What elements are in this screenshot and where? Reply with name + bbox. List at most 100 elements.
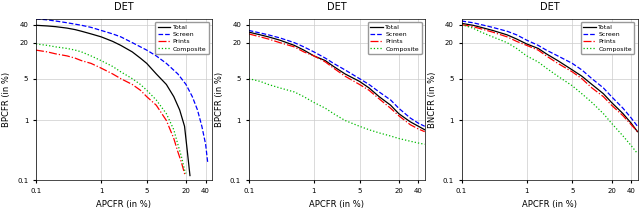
- Total: [180, 125, 188, 127]
- Prints: [136, 89, 144, 92]
- Total: [129, 51, 136, 53]
- Y-axis label: BPCFR (in %): BPCFR (in %): [215, 72, 224, 127]
- Screen: [143, 49, 150, 51]
- Total: [395, 112, 403, 115]
- Composite: [568, 85, 576, 87]
- Composite: [291, 91, 298, 93]
- X-axis label: APCFR (in %): APCFR (in %): [522, 199, 577, 208]
- Screen: [489, 26, 497, 29]
- Line: Composite: Composite: [461, 25, 637, 154]
- Total: [32, 24, 40, 27]
- Prints: [52, 53, 60, 55]
- Composite: [600, 112, 607, 115]
- Screen: [619, 107, 627, 110]
- Prints: [182, 174, 190, 177]
- Composite: [554, 75, 562, 77]
- Screen: [421, 125, 429, 127]
- Prints: [578, 77, 586, 80]
- Prints: [503, 36, 511, 38]
- Screen: [469, 22, 477, 24]
- Screen: [77, 24, 85, 27]
- Prints: [276, 41, 284, 44]
- Total: [87, 33, 95, 35]
- Composite: [163, 112, 170, 115]
- Prints: [375, 97, 383, 100]
- Composite: [300, 95, 308, 98]
- Title: DET: DET: [327, 3, 346, 12]
- Composite: [406, 140, 414, 142]
- Prints: [44, 51, 51, 53]
- Composite: [97, 59, 105, 62]
- Prints: [387, 107, 394, 110]
- Screen: [387, 99, 394, 101]
- Y-axis label: BPCFR (in %): BPCFR (in %): [3, 72, 12, 127]
- Prints: [32, 49, 40, 51]
- Composite: [152, 99, 160, 101]
- Total: [109, 40, 116, 43]
- Prints: [174, 150, 182, 153]
- Screen: [330, 62, 337, 65]
- Prints: [264, 38, 272, 40]
- Composite: [129, 77, 136, 80]
- Screen: [152, 55, 160, 57]
- Total: [143, 62, 150, 65]
- Screen: [523, 39, 531, 41]
- Total: [117, 44, 125, 47]
- Total: [276, 39, 284, 41]
- Screen: [174, 73, 182, 75]
- Prints: [63, 55, 71, 57]
- Prints: [341, 75, 349, 77]
- Screen: [32, 18, 40, 20]
- Prints: [170, 137, 178, 140]
- Composite: [469, 27, 477, 29]
- Screen: [194, 109, 202, 111]
- Prints: [554, 62, 562, 65]
- Composite: [489, 36, 497, 38]
- Total: [375, 95, 383, 98]
- Screen: [415, 122, 422, 124]
- Prints: [469, 25, 477, 28]
- Total: [513, 38, 520, 40]
- Screen: [365, 83, 373, 86]
- Total: [477, 26, 485, 29]
- Prints: [619, 115, 627, 117]
- Screen: [554, 55, 562, 57]
- Composite: [310, 101, 318, 104]
- Screen: [87, 26, 95, 29]
- Prints: [627, 123, 635, 126]
- Composite: [87, 55, 95, 57]
- Prints: [330, 67, 337, 69]
- Prints: [634, 130, 640, 133]
- Prints: [310, 55, 318, 57]
- Total: [608, 101, 616, 104]
- Screen: [600, 87, 607, 89]
- Total: [458, 22, 465, 25]
- Prints: [109, 73, 116, 75]
- Total: [365, 87, 373, 89]
- Composite: [387, 135, 394, 137]
- Screen: [202, 143, 209, 146]
- Screen: [395, 107, 403, 110]
- Prints: [406, 123, 414, 126]
- Prints: [588, 87, 596, 89]
- Screen: [458, 20, 465, 22]
- Screen: [245, 29, 253, 32]
- Total: [406, 120, 414, 123]
- Composite: [421, 143, 429, 146]
- Total: [176, 109, 184, 111]
- Composite: [136, 83, 144, 86]
- Prints: [257, 36, 264, 38]
- Screen: [129, 41, 136, 44]
- Screen: [543, 49, 550, 51]
- Screen: [568, 62, 576, 65]
- Screen: [276, 37, 284, 39]
- Prints: [300, 51, 308, 53]
- Line: Prints: Prints: [36, 50, 186, 176]
- Screen: [406, 117, 414, 119]
- Total: [578, 75, 586, 77]
- Total: [543, 53, 550, 55]
- Total: [415, 125, 422, 127]
- Composite: [72, 49, 79, 51]
- Prints: [143, 95, 150, 98]
- Line: Prints: Prints: [461, 25, 637, 132]
